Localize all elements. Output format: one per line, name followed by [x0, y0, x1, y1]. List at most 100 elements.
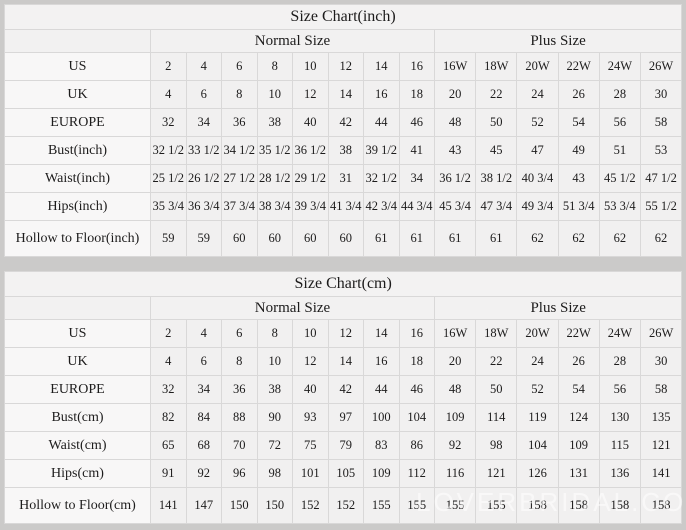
size-cell: 45 3/4	[433, 192, 477, 221]
table-row: Bust(cm) 82 84 88 90 93 97 100 104 109 114 119 124 13…	[4, 403, 683, 432]
size-cell: 35 3/4	[150, 192, 187, 221]
size-cell: 68	[185, 431, 222, 460]
size-cell: 131	[557, 459, 600, 488]
normal-size-header: Normal Size	[150, 296, 435, 320]
size-cell: 88	[221, 403, 258, 432]
size-cell: 41 3/4	[327, 192, 364, 221]
row-label: Waist(inch)	[4, 164, 151, 193]
size-cell: 43	[557, 164, 600, 193]
size-cell: 16	[363, 347, 400, 376]
size-cell: 60	[292, 220, 329, 257]
size-cell: 158	[598, 487, 641, 524]
size-cell: 158	[557, 487, 600, 524]
size-cell: 54	[557, 108, 600, 137]
size-cell: 152	[327, 487, 364, 524]
size-cell: 16	[398, 52, 435, 81]
size-cell: 45	[475, 136, 518, 165]
size-cell: 48	[433, 375, 477, 404]
size-cell: 45 1/2	[598, 164, 641, 193]
size-cell: 4	[150, 80, 187, 109]
size-cell: 92	[185, 459, 222, 488]
size-cell: 83	[363, 431, 400, 460]
size-cell: 141	[639, 459, 683, 488]
size-cell: 75	[292, 431, 329, 460]
size-cell: 42	[327, 375, 364, 404]
size-cell: 2	[150, 319, 187, 348]
plus-size-header: Plus Size	[433, 296, 683, 320]
size-cell: 46	[398, 375, 435, 404]
size-cell: 8	[256, 52, 293, 81]
row-label: UK	[4, 347, 151, 376]
size-cell: 8	[221, 80, 258, 109]
size-cell: 121	[475, 459, 518, 488]
size-cell: 50	[475, 375, 518, 404]
size-cell: 53	[639, 136, 683, 165]
size-cell: 62	[639, 220, 683, 257]
size-cell: 141	[150, 487, 187, 524]
row-label: Hollow to Floor(inch)	[4, 220, 151, 257]
size-cell: 105	[327, 459, 364, 488]
size-cell: 29 1/2	[292, 164, 329, 193]
size-cell: 104	[516, 431, 559, 460]
size-cell: 48	[433, 108, 477, 137]
size-cell: 41	[398, 136, 435, 165]
size-cell: 49	[557, 136, 600, 165]
size-cell: 36 1/2	[292, 136, 329, 165]
size-cell: 98	[256, 459, 293, 488]
size-cell: 36 3/4	[185, 192, 222, 221]
size-cell: 60	[327, 220, 364, 257]
size-cell: 60	[221, 220, 258, 257]
size-cell: 24W	[598, 319, 641, 348]
size-cell: 34	[398, 164, 435, 193]
size-cell: 20	[433, 347, 477, 376]
table-row: Bust(inch) 32 1/2 33 1/2 34 1/2 35 1/2 36 1/2…	[4, 136, 683, 165]
size-cell: 155	[398, 487, 435, 524]
size-cell: 155	[433, 487, 477, 524]
size-cell: 26W	[639, 52, 683, 81]
size-cell: 18	[398, 80, 435, 109]
size-cell: 84	[185, 403, 222, 432]
size-cell: 121	[639, 431, 683, 460]
table-title: Size Chart(inch)	[3, 4, 683, 30]
size-cell: 61	[475, 220, 518, 257]
size-cell: 155	[475, 487, 518, 524]
table-row: US 2 4 6 8 10 12 14 16 16W 18W 20W 22W 24W 26W	[4, 319, 683, 348]
size-cell: 44	[363, 108, 400, 137]
size-cell: 38 1/2	[475, 164, 518, 193]
size-cell: 90	[256, 403, 293, 432]
plus-size-header: Plus Size	[433, 29, 683, 53]
row-label: Hips(inch)	[4, 192, 151, 221]
row-label: Hips(cm)	[4, 459, 151, 488]
size-cell: 14	[327, 80, 364, 109]
size-cell: 96	[221, 459, 258, 488]
size-cell: 4	[185, 319, 222, 348]
size-cell: 47 1/2	[639, 164, 683, 193]
size-cell: 59	[150, 220, 187, 257]
size-cell: 70	[221, 431, 258, 460]
size-cell: 147	[185, 487, 222, 524]
size-cell: 56	[598, 375, 641, 404]
size-chart-inch-body: US 2 4 6 8 10 12 14 16 16W 18W 20W 22W 24W 26W UK 4 6 8 10 1…	[4, 52, 683, 257]
size-chart-inch-table: Size Chart(inch) Normal Size Plus Size U…	[3, 4, 683, 257]
size-cell: 8	[221, 347, 258, 376]
table-row: Waist(inch) 25 1/2 26 1/2 27 1/2 28 1/2 29 1/…	[4, 164, 683, 193]
table-row: EUROPE 32 34 36 38 40 42 44 46 48 50 52 54 56 58	[4, 108, 683, 137]
size-cell: 38	[256, 108, 293, 137]
size-cell: 28 1/2	[256, 164, 293, 193]
row-label: EUROPE	[4, 375, 151, 404]
size-cell: 51	[598, 136, 641, 165]
size-cell: 20W	[516, 52, 559, 81]
size-cell: 62	[598, 220, 641, 257]
size-cell: 12	[327, 52, 364, 81]
size-cell: 97	[327, 403, 364, 432]
size-cell: 61	[433, 220, 477, 257]
size-cell: 22	[475, 80, 518, 109]
size-cell: 60	[256, 220, 293, 257]
size-cell: 37 3/4	[221, 192, 258, 221]
size-chart-cm-table: Size Chart(cm) Normal Size Plus Size US 2…	[3, 271, 683, 524]
size-cell: 4	[150, 347, 187, 376]
size-cell: 31	[327, 164, 364, 193]
size-cell: 39 1/2	[363, 136, 400, 165]
size-cell: 16W	[433, 319, 477, 348]
